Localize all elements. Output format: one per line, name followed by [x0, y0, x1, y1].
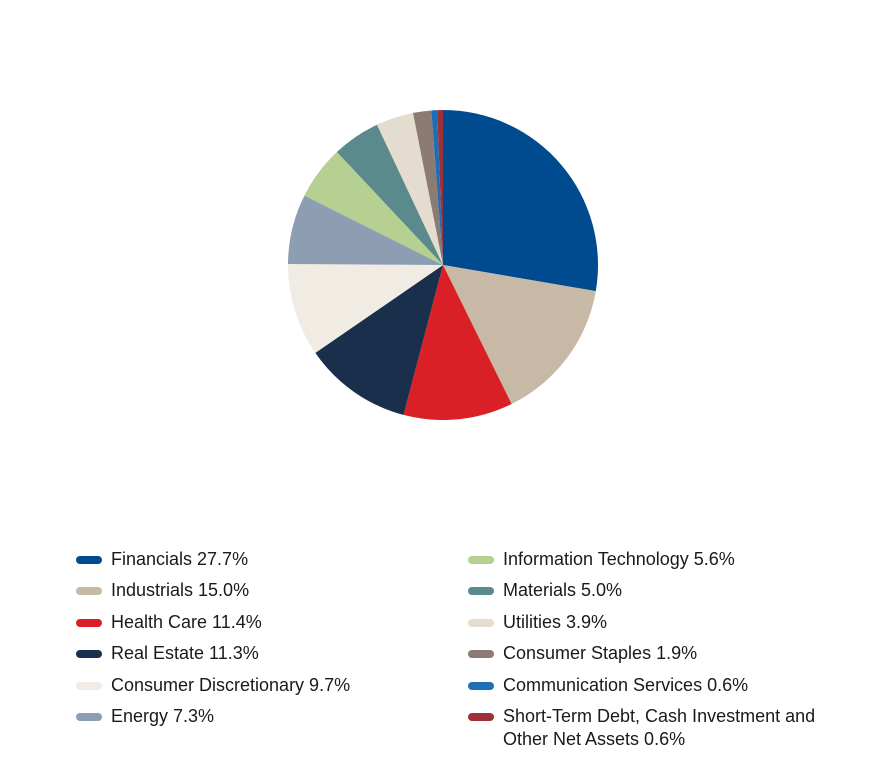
- legend-item: Energy 7.3%: [76, 705, 468, 728]
- legend-item: Financials 27.7%: [76, 548, 468, 571]
- legend-label: Consumer Discretionary 9.7%: [111, 674, 350, 697]
- pie-slice: [443, 110, 598, 291]
- legend-label: Short-Term Debt, Cash Investment and Oth…: [503, 705, 843, 752]
- legend-swatch: [76, 713, 102, 721]
- legend-label: Information Technology 5.6%: [503, 548, 735, 571]
- legend: Financials 27.7% Industrials 15.0% Health …: [76, 548, 866, 760]
- legend-swatch: [468, 682, 494, 690]
- legend-label: Utilities 3.9%: [503, 611, 607, 634]
- legend-swatch: [468, 650, 494, 658]
- legend-item: Communication Services 0.6%: [468, 674, 860, 697]
- legend-item: Short-Term Debt, Cash Investment and Oth…: [468, 705, 860, 752]
- legend-column: Information Technology 5.6% Materials 5.0…: [468, 548, 860, 760]
- legend-label: Communication Services 0.6%: [503, 674, 748, 697]
- legend-item: Consumer Staples 1.9%: [468, 642, 860, 665]
- legend-item: Information Technology 5.6%: [468, 548, 860, 571]
- legend-swatch: [468, 619, 494, 627]
- legend-swatch: [76, 587, 102, 595]
- legend-label: Real Estate 11.3%: [111, 642, 259, 665]
- legend-item: Industrials 15.0%: [76, 579, 468, 602]
- pie-chart: [288, 110, 598, 420]
- legend-item: Materials 5.0%: [468, 579, 860, 602]
- legend-label: Health Care 11.4%: [111, 611, 262, 634]
- legend-swatch: [468, 556, 494, 564]
- legend-label: Industrials 15.0%: [111, 579, 249, 602]
- legend-label: Consumer Staples 1.9%: [503, 642, 697, 665]
- legend-item: Health Care 11.4%: [76, 611, 468, 634]
- legend-swatch: [76, 619, 102, 627]
- legend-item: Real Estate 11.3%: [76, 642, 468, 665]
- legend-swatch: [76, 650, 102, 658]
- legend-item: Consumer Discretionary 9.7%: [76, 674, 468, 697]
- legend-swatch: [76, 556, 102, 564]
- legend-label: Materials 5.0%: [503, 579, 622, 602]
- legend-item: Utilities 3.9%: [468, 611, 860, 634]
- legend-swatch: [468, 713, 494, 721]
- legend-swatch: [76, 682, 102, 690]
- legend-column: Financials 27.7% Industrials 15.0% Health …: [76, 548, 468, 760]
- legend-label: Financials 27.7%: [111, 548, 248, 571]
- legend-swatch: [468, 587, 494, 595]
- legend-label: Energy 7.3%: [111, 705, 214, 728]
